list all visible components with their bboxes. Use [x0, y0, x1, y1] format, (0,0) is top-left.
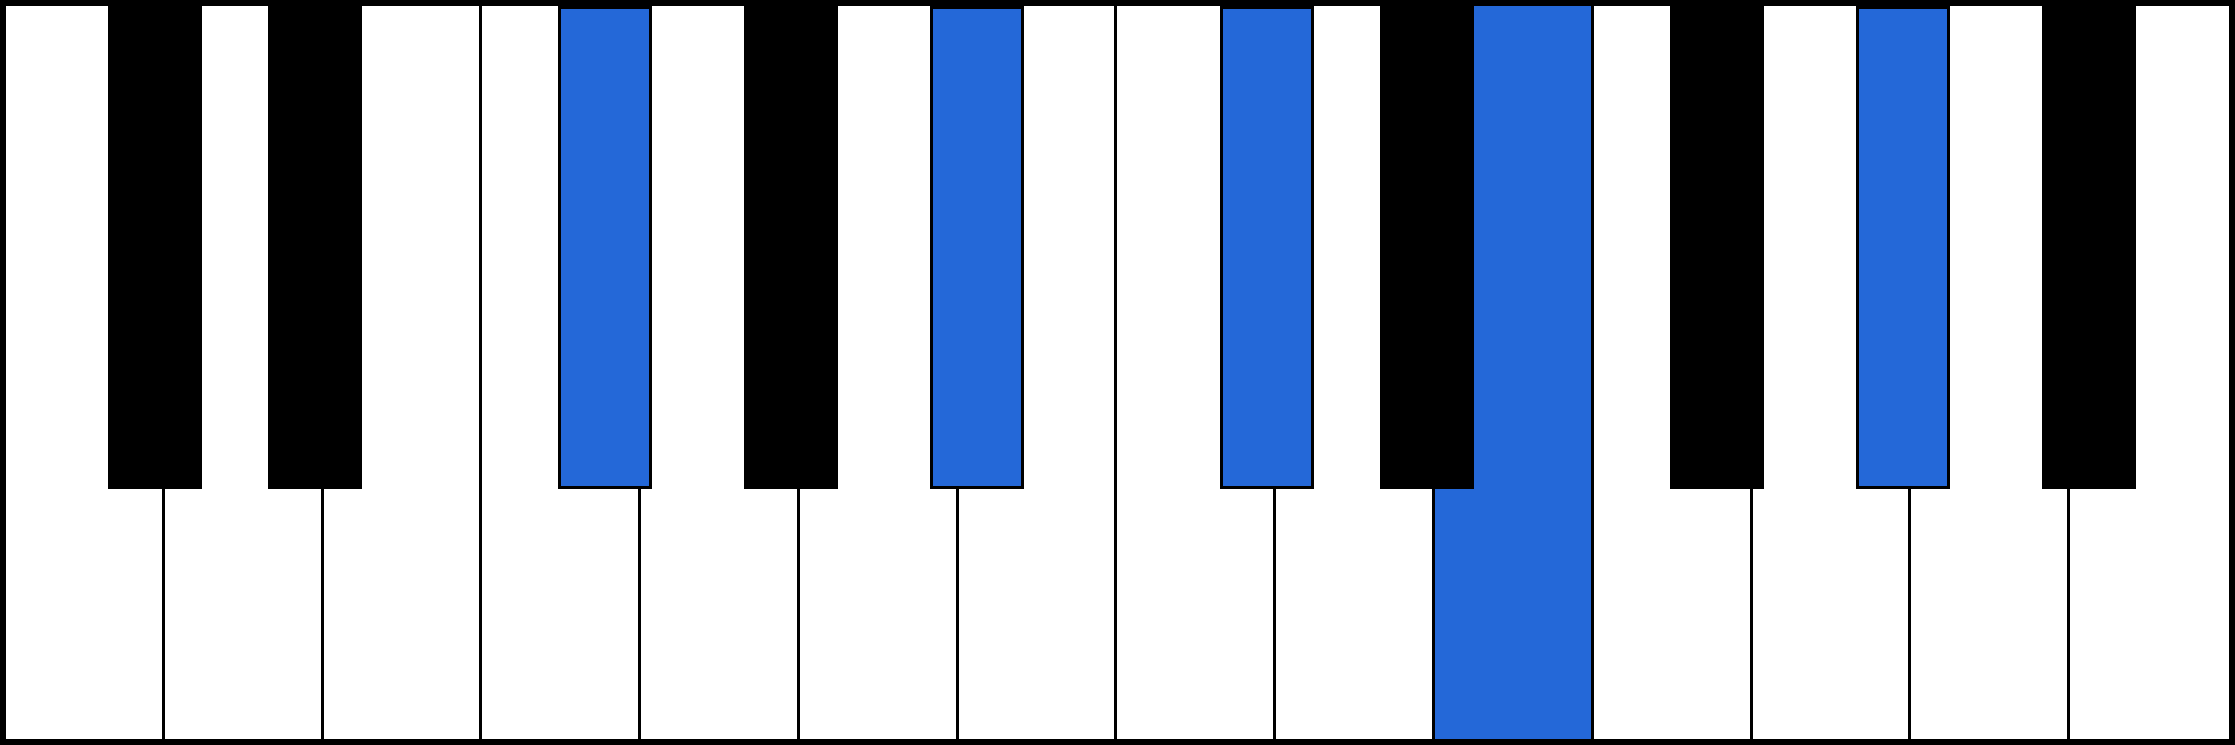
- black-key-Fsharp-7: [1670, 6, 1764, 489]
- black-key-Csharp-0: [108, 6, 202, 489]
- black-key-Asharp-9: [2042, 6, 2136, 489]
- black-key-Fsharp-2: [558, 6, 652, 489]
- black-key-Gsharp-8: [1856, 6, 1950, 489]
- piano-keyboard: [0, 0, 2235, 745]
- black-key-Asharp-4: [930, 6, 1024, 489]
- black-key-Csharp-5: [1220, 6, 1314, 489]
- black-key-Gsharp-3: [744, 6, 838, 489]
- black-key-Dsharp-6: [1380, 6, 1474, 489]
- black-key-Dsharp-1: [268, 6, 362, 489]
